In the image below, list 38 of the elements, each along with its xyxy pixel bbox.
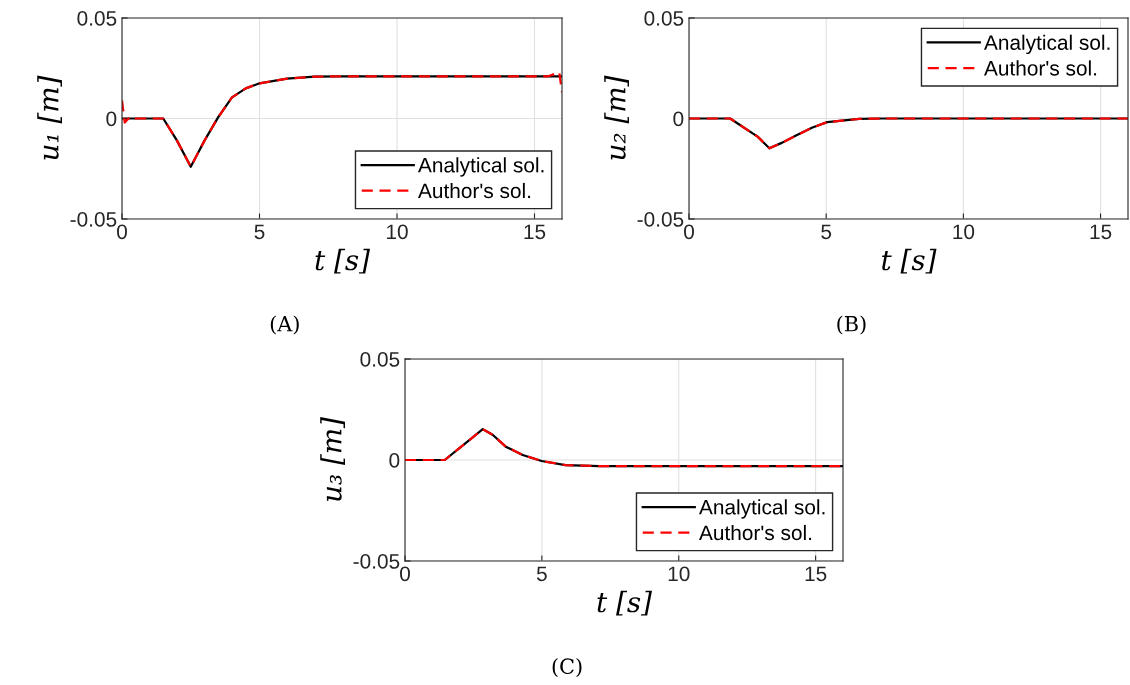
y-tick-label: 0	[106, 111, 117, 127]
y-tick-label: -0.05	[353, 554, 400, 569]
x-axis-title: t [s]	[882, 248, 937, 274]
legend-label: Author's sol.	[699, 524, 812, 541]
legend-label: Author's sol.	[418, 182, 531, 199]
x-tick-label: 0	[117, 224, 127, 240]
y-tick-label: 0	[389, 453, 400, 468]
text: (B)	[837, 315, 866, 335]
x-tick-label: 0	[400, 566, 410, 582]
y-axis-title: u₁ [m]	[37, 75, 62, 160]
y-tick-label: -0.05	[637, 212, 684, 227]
legend-label: Analytical sol.	[984, 34, 1110, 55]
x-tick-label: 15	[1090, 224, 1112, 240]
line-series	[689, 117, 1128, 150]
y-tick-label: 0.05	[77, 11, 117, 26]
y-tick-label: -0.05	[70, 212, 117, 227]
x-tick-label: 10	[387, 224, 408, 240]
x-axis-title: t [s]	[597, 590, 652, 616]
y-axis-title: u₃ [m]	[320, 417, 345, 502]
x-tick-label: 0	[684, 224, 694, 240]
y-axis-title: u₂ [m]	[604, 75, 629, 160]
text: (A)	[270, 315, 299, 335]
x-tick-label: 5	[821, 224, 832, 240]
text: (C)	[552, 657, 582, 678]
x-tick-label: 10	[668, 566, 690, 582]
legend-label: Analytical sol.	[418, 157, 544, 177]
x-tick-label: 15	[805, 566, 827, 582]
line-series	[405, 427, 843, 468]
x-axis-title: t [s]	[315, 248, 370, 274]
legend-label: Author's sol.	[984, 60, 1097, 76]
x-tick-label: 5	[254, 224, 265, 240]
y-tick-label: 0.05	[360, 352, 400, 367]
y-tick-label: 0	[673, 111, 684, 127]
legend-label: Analytical sol.	[699, 499, 825, 519]
x-tick-label: 10	[953, 224, 975, 240]
x-tick-label: 5	[536, 566, 547, 582]
x-tick-label: 15	[524, 224, 546, 240]
y-tick-label: 0.05	[644, 11, 684, 26]
